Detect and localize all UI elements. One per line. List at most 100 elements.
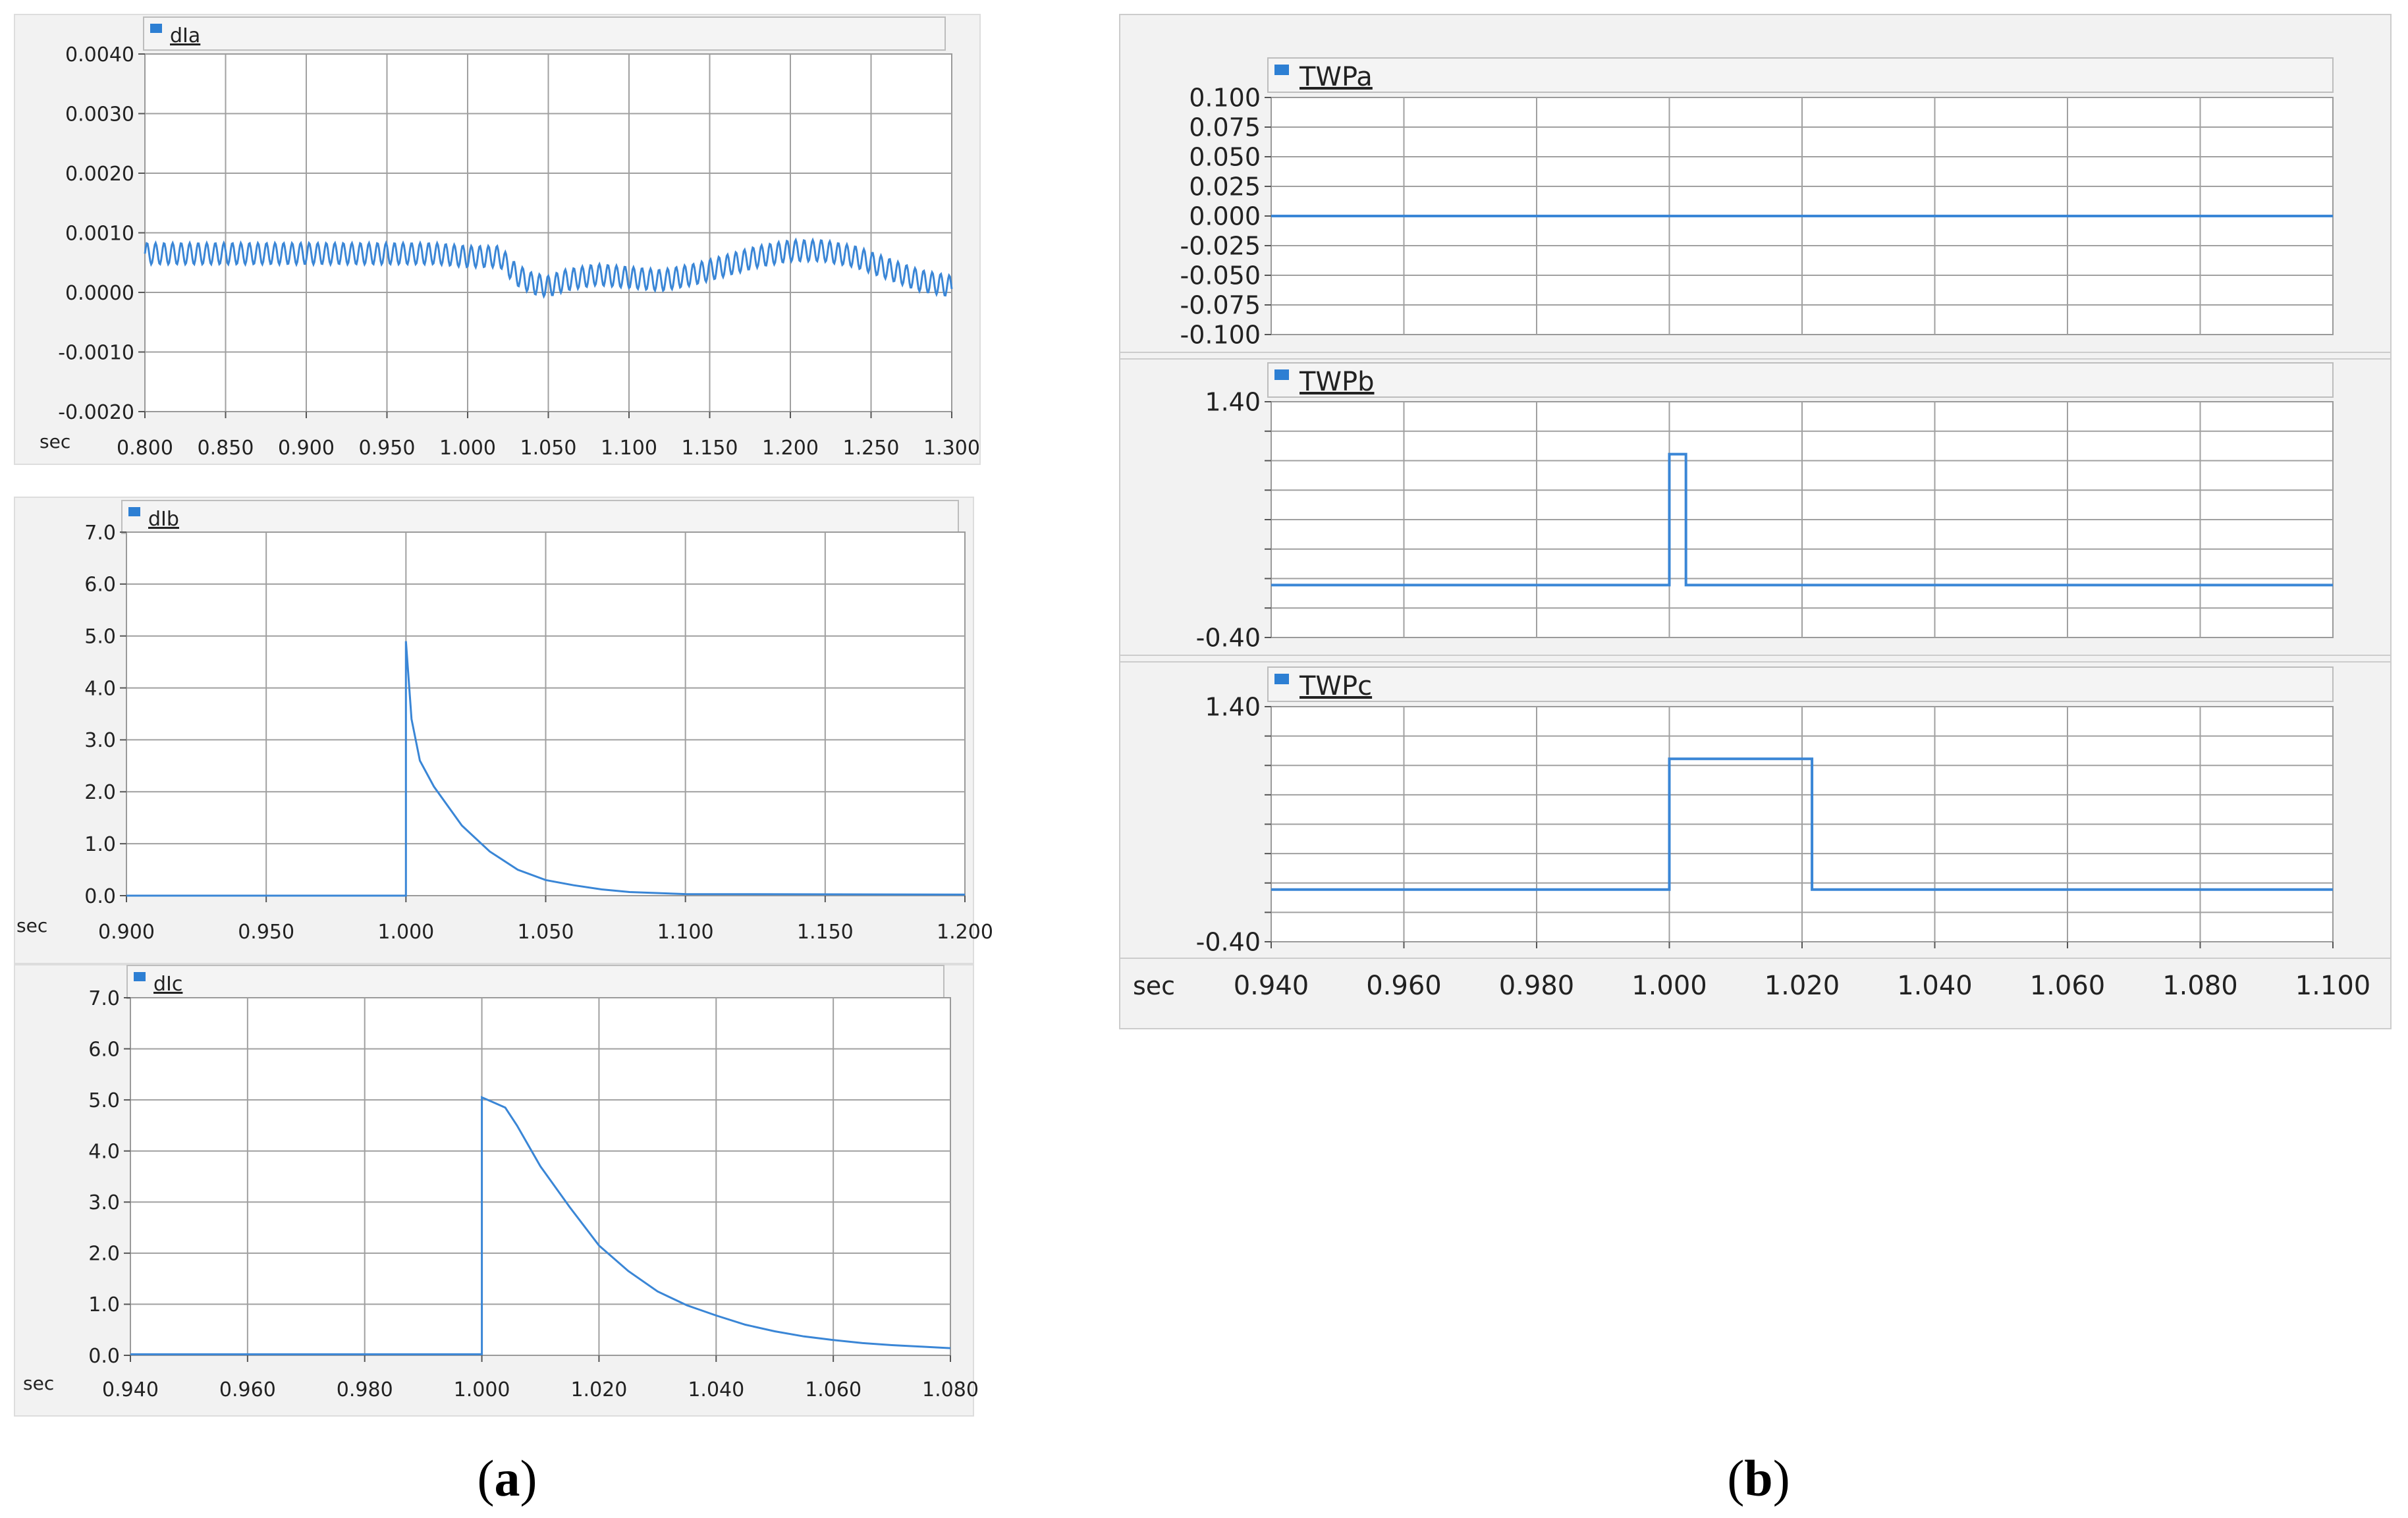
y-tick-label: -0.40 (1196, 624, 1261, 653)
y-tick-label: 0.050 (1189, 143, 1261, 172)
y-tick-label: 7.0 (84, 522, 116, 545)
x-tick-label: 1.000 (454, 1378, 510, 1401)
y-tick-label: 1.0 (88, 1293, 120, 1316)
x-tick-label: 0.850 (198, 437, 254, 460)
x-axis-label: sec (40, 431, 70, 452)
y-tick-label: 0.000 (1189, 202, 1261, 231)
x-tick-label: 1.080 (2162, 971, 2238, 1001)
chart-dIb: dIb 7.0 6.0 5.0 4.0 3.0 2.0 1.0 0.0 0.900 0.950 1.0… (14, 497, 993, 964)
legend-swatch (1274, 674, 1289, 684)
x-tick-label: 1.250 (843, 437, 900, 460)
series-line-dIa (144, 237, 953, 299)
legend-label[interactable]: dIb (148, 508, 179, 531)
y-tick-label: 2.0 (84, 781, 116, 804)
legend-header-bar (1267, 666, 2334, 702)
legend-swatch (128, 507, 140, 516)
x-tick-label: 0.950 (238, 921, 294, 944)
x-tick-label: 1.040 (688, 1378, 744, 1401)
y-tick-label: 4.0 (88, 1141, 120, 1164)
x-tick-label: 1.300 (923, 437, 980, 460)
x-tick-label: 1.200 (937, 921, 993, 944)
legend-label[interactable]: TWPb (1299, 367, 1375, 397)
panel-b-x-axis-label: sec (1133, 971, 1175, 1000)
legend-swatch (134, 972, 146, 981)
caption-a: (a) (477, 1450, 537, 1507)
legend-header-bar (126, 965, 944, 999)
legend-swatch (150, 24, 162, 33)
y-tick-label: 1.40 (1205, 388, 1261, 417)
y-tick-label: -0.050 (1180, 261, 1261, 290)
series-line-TWPc (1271, 757, 2333, 891)
x-tick-label: 1.150 (682, 437, 738, 460)
x-tick-label: 1.150 (797, 921, 854, 944)
caption-b: (b) (1727, 1450, 1790, 1507)
y-tick-label: 3.0 (84, 729, 116, 752)
x-tick-label: 0.940 (102, 1378, 159, 1401)
x-tick-label: 1.060 (805, 1378, 862, 1401)
y-tick-label: 3.0 (88, 1191, 120, 1214)
chart-TWPc: TWPc 1.40 -0.40 0.940 0.960 0.980 1.000 1.020 1.… (1119, 661, 2392, 1001)
x-tick-label: 1.000 (377, 921, 434, 944)
x-tick-label: 1.100 (2295, 971, 2371, 1001)
y-tick-label: -0.0020 (58, 401, 134, 424)
y-tick-label: 0.0 (84, 885, 116, 908)
x-tick-label: 0.960 (219, 1378, 276, 1401)
legend-swatch (1274, 369, 1289, 380)
y-tick-label: 0.0040 (65, 43, 134, 67)
legend-label[interactable]: dIa (170, 24, 200, 47)
y-tick-label: 5.0 (84, 626, 116, 649)
y-tick-label: 0.0 (88, 1345, 120, 1368)
chart-dIa: dIa 0.0040 0.0030 0.0020 0.0010 0.0000 -0.0010… (14, 14, 981, 465)
y-tick-label: -0.100 (1180, 321, 1261, 350)
y-tick-label: -0.40 (1196, 928, 1261, 957)
y-tick-label: -0.075 (1180, 291, 1261, 320)
x-axis-label: sec (16, 915, 47, 936)
x-tick-label: 1.020 (1765, 971, 1840, 1001)
plot-area (130, 997, 951, 1356)
y-tick-label: 2.0 (88, 1243, 120, 1266)
series-line-dIb (126, 641, 966, 897)
y-tick-label: 0.025 (1189, 173, 1261, 202)
y-tick-label: 0.0030 (65, 103, 134, 126)
y-tick-label: 6.0 (84, 574, 116, 597)
legend-label[interactable]: TWPc (1299, 671, 1372, 701)
x-tick-label: 0.940 (1234, 971, 1309, 1001)
legend-header-bar (121, 500, 959, 534)
x-axis-label: sec (23, 1372, 54, 1394)
x-tick-label: 1.000 (439, 437, 496, 460)
legend-header-bar (143, 16, 946, 51)
y-tick-label: 0.0000 (65, 282, 134, 305)
legend-label[interactable]: dIc (153, 973, 182, 996)
series-line-dIc (130, 1096, 951, 1355)
x-tick-label: 1.050 (518, 921, 574, 944)
x-tick-label: 1.200 (762, 437, 819, 460)
y-tick-label: 1.40 (1205, 693, 1261, 722)
x-tick-label: 0.900 (278, 437, 335, 460)
y-tick-label: 7.0 (88, 987, 120, 1010)
x-tick-label: 0.960 (1366, 971, 1442, 1001)
legend-header-bar (1267, 362, 2334, 398)
y-tick-label: 0.075 (1189, 113, 1261, 142)
x-tick-label: 1.060 (2030, 971, 2106, 1001)
x-tick-label: 1.080 (922, 1378, 979, 1401)
chart-TWPb: TWPb 1.40 -0.40 (1119, 358, 2392, 656)
x-tick-label: 0.800 (117, 437, 173, 460)
chart-dIc: dIc 7.0 6.0 5.0 4.0 3.0 2.0 1.0 0.0 0.940 0.960 0.9… (14, 964, 979, 1417)
y-tick-label: 5.0 (88, 1089, 120, 1112)
y-tick-label: 4.0 (84, 677, 116, 700)
x-tick-label: 0.950 (359, 437, 416, 460)
x-tick-label: 0.900 (98, 921, 155, 944)
chart-TWPa: TWPa 0.1000.0750.0500.0250.000-0.025-0.05… (1119, 14, 2392, 353)
y-tick-label: -0.0010 (58, 341, 134, 364)
x-tick-label: 0.980 (1499, 971, 1575, 1001)
y-tick-label: 6.0 (88, 1038, 120, 1061)
legend-label[interactable]: TWPa (1299, 62, 1373, 92)
y-tick-label: -0.025 (1180, 232, 1261, 261)
x-tick-label: 0.980 (337, 1378, 393, 1401)
x-tick-label: 1.000 (1631, 971, 1707, 1001)
y-tick-label: 1.0 (84, 833, 116, 856)
x-tick-label: 1.050 (520, 437, 577, 460)
x-tick-label: 1.100 (601, 437, 657, 460)
y-tick-label: 0.0020 (65, 163, 134, 186)
